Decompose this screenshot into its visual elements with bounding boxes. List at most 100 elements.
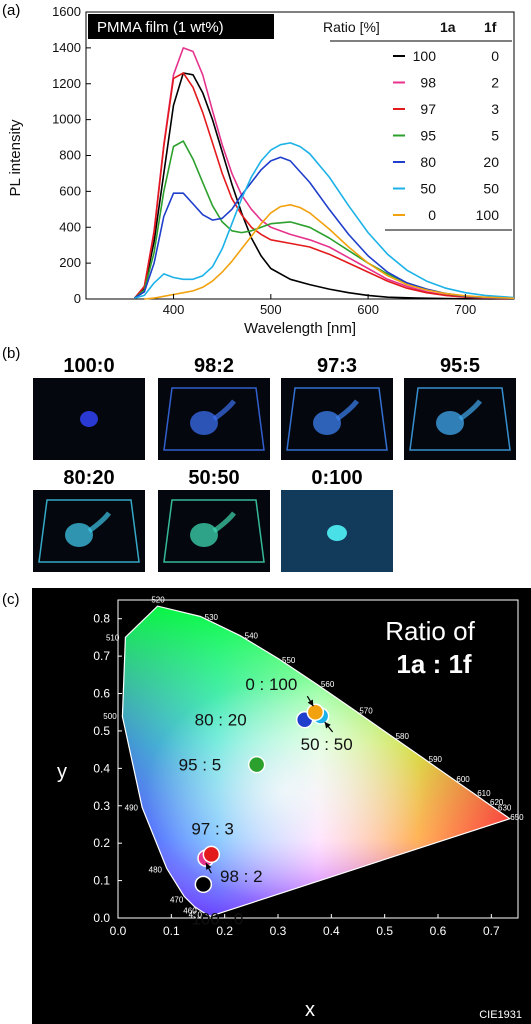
y-tick-label: 1400 <box>52 40 81 55</box>
spectral-locus <box>121 605 512 917</box>
cie-point-label: 100 : 0 <box>191 909 243 928</box>
film-photos: 100:0 98:2 97:3 95:5 80:20 50:50 0:100 <box>33 355 516 572</box>
cie-point-label: 50 : 50 <box>301 735 353 754</box>
y-tick-label: 600 <box>59 183 81 198</box>
film-spot <box>327 525 347 541</box>
series-line-5 <box>134 142 515 299</box>
cie-point-label: 97 : 3 <box>191 819 234 838</box>
legend-value-1f: 3 <box>491 101 499 117</box>
wavelength-label: 450 <box>189 910 203 919</box>
series-line-6 <box>144 204 515 300</box>
series-line-4 <box>134 156 515 300</box>
y-tick-label: 200 <box>59 255 81 270</box>
film-spot <box>190 523 218 547</box>
cie-x-axis-title: x <box>305 999 315 1021</box>
legend-value-1a: 50 <box>420 181 436 197</box>
film-photo: 0:100 <box>281 467 393 572</box>
film-edge <box>286 387 388 451</box>
pointer-arrowhead <box>324 721 331 729</box>
wavelength-label: 490 <box>125 804 139 813</box>
x-axis-title: Wavelength [nm] <box>244 320 356 337</box>
cie-x-tick-label: 0.3 <box>270 924 287 938</box>
cie-point-label: 98 : 2 <box>220 867 263 886</box>
legend-value-1f: 5 <box>491 128 499 144</box>
y-axis-title: PL intensity <box>7 119 24 196</box>
legend-value-1a: 97 <box>420 101 436 117</box>
film-spot <box>65 523 93 547</box>
film-stroke <box>212 511 236 534</box>
x-tick-label: 500 <box>260 302 282 317</box>
cie-y-tick-label: 0.6 <box>93 687 110 701</box>
y-tick-label: 1200 <box>52 76 81 91</box>
cie-x-tick-label: 0.6 <box>430 924 447 938</box>
cie-y-tick-label: 0.0 <box>93 911 110 925</box>
x-tick-label: 700 <box>455 302 477 317</box>
legend-value-1a: 95 <box>420 128 436 144</box>
cie-point <box>306 703 325 721</box>
film-photo: 80:20 <box>33 467 145 572</box>
film-photo: 95:5 <box>404 355 516 460</box>
x-tick-label: 400 <box>163 302 185 317</box>
film-stroke <box>87 511 111 534</box>
photo-ratio-label: 97:3 <box>317 355 357 377</box>
wavelength-label: 590 <box>429 755 443 764</box>
film-stroke <box>458 399 482 422</box>
legend-value-1a: 0 <box>428 207 436 223</box>
cie-point-label: 80 : 20 <box>195 711 247 730</box>
pointer-arrowhead <box>206 863 212 870</box>
cie-point <box>247 755 266 774</box>
wavelength-label: 520 <box>151 596 165 605</box>
wavelength-label: 580 <box>396 732 410 741</box>
cie-x-tick-label: 0.4 <box>323 924 340 938</box>
chart-title: PMMA film (1 wt%) <box>97 19 224 36</box>
wavelength-label: 550 <box>282 656 296 665</box>
film-spot <box>190 411 218 435</box>
y-tick-label: 1000 <box>52 112 81 127</box>
photo-ratio-label: 100:0 <box>63 355 114 377</box>
cie-x-tick-label: 0.0 <box>110 924 127 938</box>
film-photo: 50:50 <box>158 467 270 572</box>
photo-ratio-label: 0:100 <box>311 467 362 489</box>
cie-point-label: 0 : 100 <box>245 675 297 694</box>
cie-x-tick-label: 0.1 <box>163 924 180 938</box>
photo-ratio-label: 50:50 <box>188 467 239 489</box>
legend: Ratio [%] 1a 1f 100 0 98 2 97 3 95 5 80 20 50 50 0 10… <box>323 19 512 231</box>
cie-y-tick-label: 0.8 <box>93 612 110 626</box>
wavelength-label: 610 <box>477 789 491 798</box>
panel-c-label: (c) <box>2 591 20 608</box>
cie-x-tick-label: 0.7 <box>483 924 500 938</box>
cie-y-tick-label: 0.7 <box>93 649 110 663</box>
cie-point-label: 95 : 5 <box>179 756 222 775</box>
y-tick-label: 800 <box>59 148 81 163</box>
cie-point <box>202 845 221 864</box>
legend-value-1f: 50 <box>483 181 499 197</box>
film-edge <box>409 387 511 451</box>
series-line-0 <box>134 72 515 300</box>
wavelength-label: 620 <box>490 798 504 807</box>
film-spot <box>313 411 341 435</box>
ratio-title-line1: Ratio of <box>385 616 475 646</box>
legend-header-1f: 1f <box>484 19 497 35</box>
cie-y-tick-label: 0.5 <box>93 724 110 738</box>
x-tick-label: 600 <box>357 302 379 317</box>
wavelength-label: 560 <box>321 680 335 689</box>
film-photo: 97:3 <box>281 355 393 460</box>
legend-value-1f: 0 <box>491 48 499 64</box>
series-line-1 <box>133 47 515 300</box>
photo-ratio-label: 98:2 <box>194 355 234 377</box>
legend-value-1f: 20 <box>483 154 499 170</box>
ratio-title-line2: 1a : 1f <box>396 649 471 679</box>
photo-ratio-label: 80:20 <box>63 467 114 489</box>
cie-caption: CIE1931 <box>479 1009 522 1021</box>
legend-header-1a: 1a <box>440 19 456 35</box>
legend-value-1f: 2 <box>491 75 499 91</box>
cie-plot-frame <box>117 599 519 919</box>
cie-y-tick-label: 0.2 <box>93 836 110 850</box>
series-line-2 <box>133 72 515 300</box>
legend-value-1a: 100 <box>413 48 437 64</box>
cie-y-tick-label: 0.1 <box>93 874 110 888</box>
wavelength-label: 500 <box>103 712 117 721</box>
legend-header-ratio: Ratio [%] <box>323 19 380 35</box>
